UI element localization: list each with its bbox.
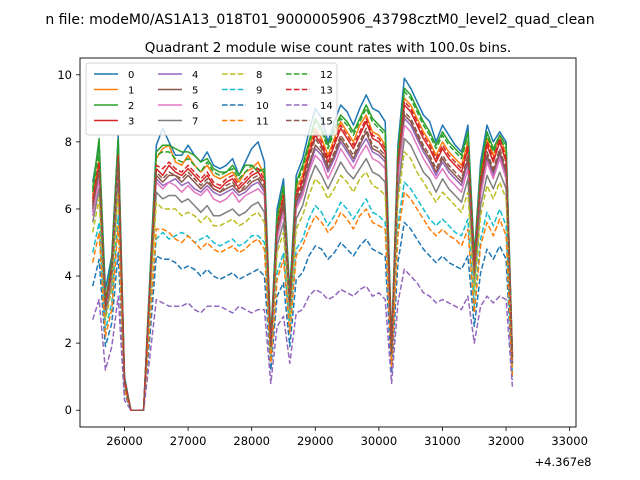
legend-label-8: 8	[256, 70, 262, 81]
legend-label-3: 3	[128, 117, 134, 128]
legend-label-4: 4	[192, 70, 198, 81]
legend-label-13: 13	[320, 86, 333, 97]
y-tick-label: 8	[65, 135, 72, 149]
x-tick-label: 30000	[361, 434, 398, 448]
x-tick-label: 27000	[170, 434, 207, 448]
legend-label-9: 9	[256, 86, 262, 97]
y-tick-label: 2	[65, 336, 72, 350]
y-tick-label: 6	[65, 202, 72, 216]
legend-label-12: 12	[320, 70, 333, 81]
x-tick-label: 31000	[424, 434, 461, 448]
series-line-8	[91, 151, 514, 411]
figure-suptitle: n file: modeM0/AS1A13_018T01_9000005906_…	[45, 12, 594, 28]
series-layer	[91, 77, 514, 411]
legend-label-2: 2	[128, 101, 134, 112]
series-line-6	[91, 124, 514, 411]
series-line-2	[91, 87, 514, 411]
x-tick-label: 26000	[106, 434, 143, 448]
chart-title: Quadrant 2 module wise count rates with …	[145, 40, 511, 56]
series-line-13	[91, 100, 514, 411]
series-line-7	[91, 137, 514, 411]
legend-label-14: 14	[320, 101, 333, 112]
x-axis-offset-label: +4.367e8	[535, 455, 592, 469]
legend-label-5: 5	[192, 86, 198, 97]
series-line-4	[91, 117, 514, 411]
series-line-14	[91, 268, 514, 411]
series-line-10	[91, 221, 514, 411]
x-tick-label: 29000	[297, 434, 334, 448]
legend-frame	[85, 62, 338, 136]
x-tick-label: 32000	[488, 434, 525, 448]
legend-label-10: 10	[256, 101, 269, 112]
y-tick-label: 0	[65, 403, 72, 417]
y-axis-ticks: 0 2 4 6 8 10	[57, 68, 80, 417]
series-line-5	[91, 114, 514, 411]
axes-frame	[79, 57, 577, 428]
series-line-11	[91, 191, 514, 411]
y-tick-label: 4	[65, 269, 72, 283]
x-tick-label: 33000	[551, 434, 588, 448]
legend-label-0: 0	[128, 70, 134, 81]
series-line-3	[91, 104, 514, 411]
legend-label-6: 6	[192, 101, 198, 112]
y-tick-label: 10	[57, 68, 72, 82]
legend-label-7: 7	[192, 117, 198, 128]
series-line-1	[91, 97, 514, 411]
x-axis-ticks: 26000 27000 28000 29000 30000 31000 32000 33000	[106, 427, 588, 448]
legend-label-1: 1	[128, 86, 134, 97]
series-line-9	[91, 181, 514, 411]
legend-label-11: 11	[256, 117, 269, 128]
legend-label-15: 15	[320, 117, 333, 128]
series-line-12	[91, 90, 514, 411]
x-tick-label: 28000	[233, 434, 270, 448]
